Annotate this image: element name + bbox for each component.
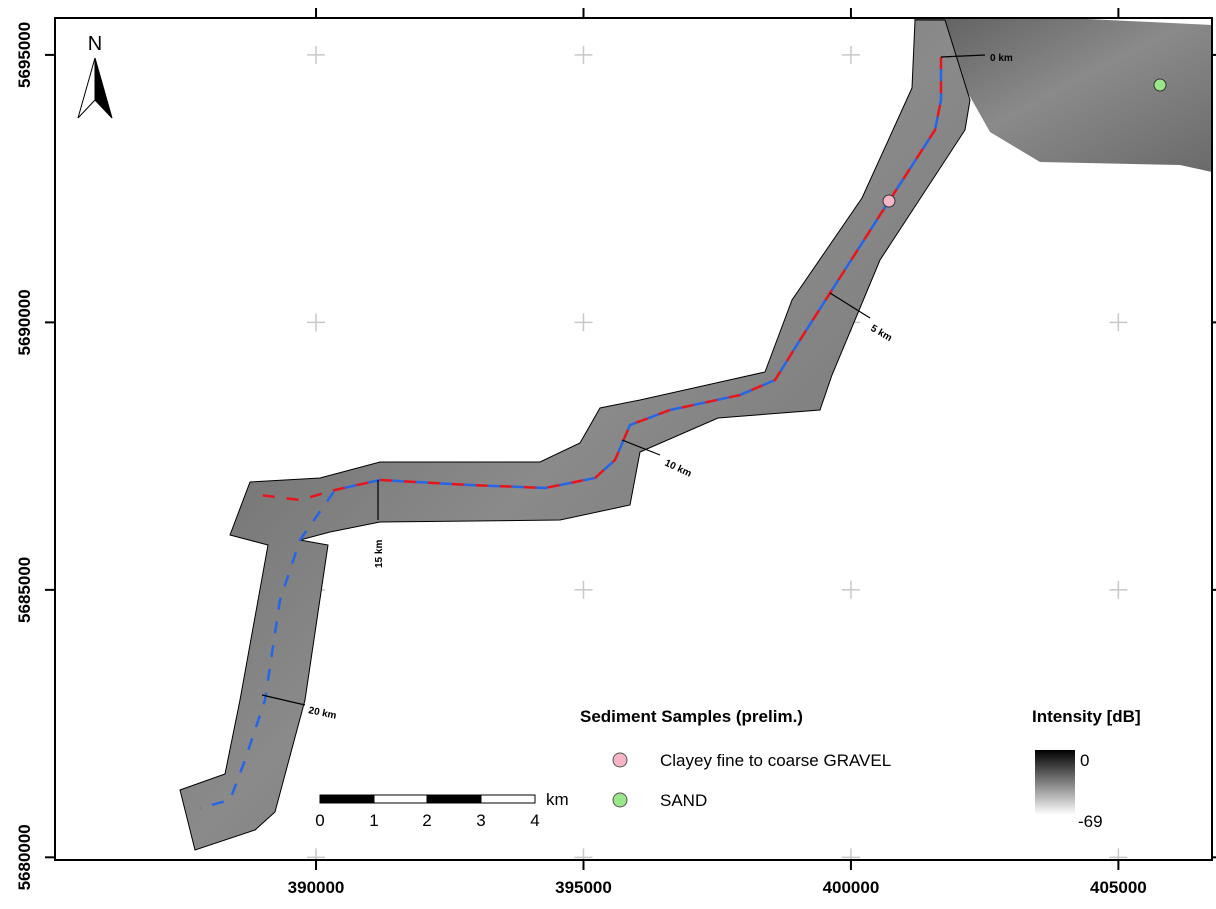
scalebar: 0 1 2 3 4 km <box>315 790 568 830</box>
km-leaders <box>262 55 985 705</box>
km-label: 0 km <box>990 53 1013 64</box>
scalebar-label: 1 <box>369 811 378 830</box>
km-label: 20 km <box>307 705 337 722</box>
legend-title: Intensity [dB] <box>1032 707 1141 726</box>
x-tick-label: 390000 <box>288 878 345 897</box>
scalebar-label: 4 <box>530 811 539 830</box>
colorbar-min: -69 <box>1078 812 1103 831</box>
y-tick-label: 5695000 <box>15 22 34 88</box>
colorbar-max: 0 <box>1080 751 1089 770</box>
km-label: 5 km <box>869 323 894 344</box>
y-tick-label: 5680000 <box>15 824 34 890</box>
legend-item: SAND <box>660 791 707 810</box>
scalebar-unit: km <box>546 790 569 809</box>
scalebar-label: 3 <box>476 811 485 830</box>
north-label: N <box>88 33 102 55</box>
km-label: 15 km <box>374 540 385 568</box>
y-tick-label: 5690000 <box>15 289 34 355</box>
legend-item: Clayey fine to coarse GRAVEL <box>660 751 891 770</box>
km-label: 10 km <box>663 458 693 480</box>
x-tick-label: 405000 <box>1090 878 1147 897</box>
samples-legend: Sediment Samples (prelim.) Clayey fine t… <box>580 707 891 810</box>
sample-sand <box>1154 79 1166 91</box>
legend-title: Sediment Samples (prelim.) <box>580 707 803 726</box>
map: 0 km 5 km 10 km 15 km 20 km N 0 1 2 3 4 … <box>0 0 1216 904</box>
intensity-legend: Intensity [dB] 0 -69 <box>1032 707 1141 831</box>
scalebar-label: 0 <box>315 811 324 830</box>
x-tick-label: 395000 <box>555 878 612 897</box>
x-tick-label: 400000 <box>823 878 880 897</box>
backscatter-swath <box>180 20 970 850</box>
sample-gravel <box>883 195 895 207</box>
scalebar-label: 2 <box>422 811 431 830</box>
north-arrow: N <box>78 33 112 118</box>
y-tick-label: 5685000 <box>15 557 34 623</box>
grid <box>307 46 1127 866</box>
track-blue <box>200 57 941 808</box>
